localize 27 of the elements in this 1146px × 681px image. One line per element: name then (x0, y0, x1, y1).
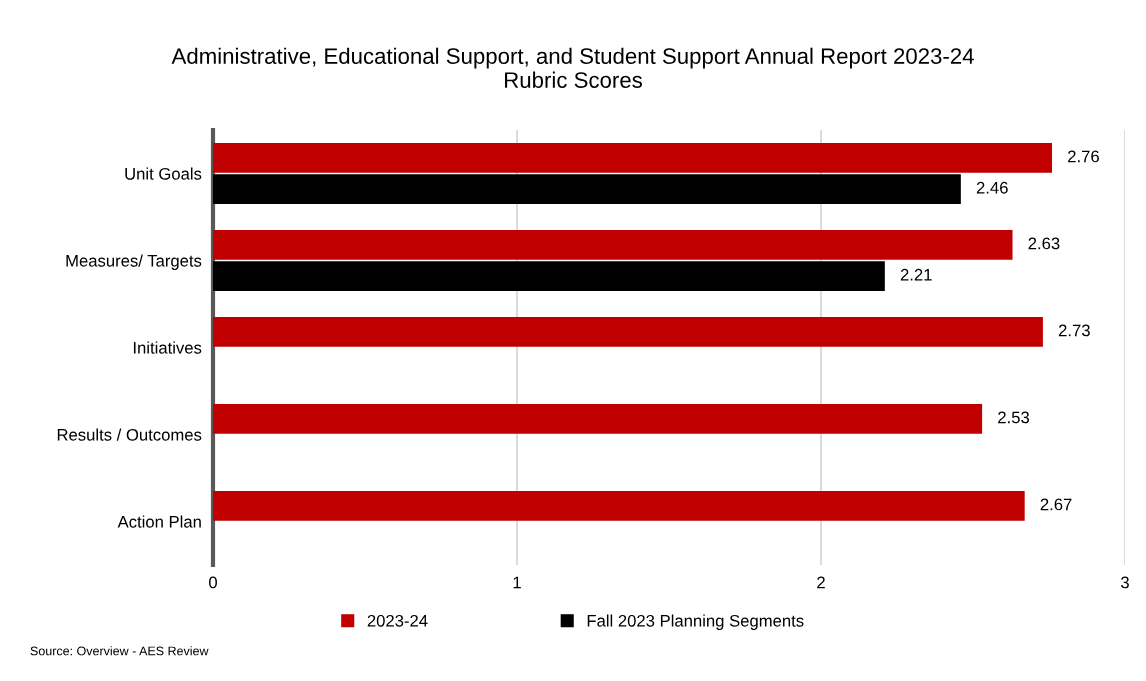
data-label: 2.76 (1068, 150, 1099, 163)
x-tick-label: 1 (513, 576, 521, 589)
data-label: 2.63 (1028, 237, 1060, 250)
data-label: 2.21 (900, 268, 932, 281)
legend-label: Fall 2023 Planning Segments (587, 614, 804, 630)
chart-title: Administrative, Educational Support, and Student Support Annual Report 2023-24 Rubric Scores (171, 47, 974, 88)
bar (213, 403, 983, 434)
bar (213, 261, 885, 292)
y-tick-label: Measures/ Targets (66, 254, 202, 270)
bar (213, 229, 1013, 260)
y-tick-label: Results / Outcomes (57, 428, 202, 441)
bar (213, 174, 961, 205)
legend-label: 2023-24 (367, 614, 428, 627)
bar (213, 490, 1025, 521)
y-tick-label: Unit Goals (125, 167, 202, 180)
data-label: 2.46 (976, 181, 1008, 194)
y-tick-label: Action Plan (117, 515, 201, 528)
bar (213, 142, 1053, 173)
data-label: 2.73 (1058, 324, 1090, 337)
x-tick-label: 3 (1121, 576, 1129, 589)
x-tick-label: 2 (817, 576, 825, 589)
data-label: 2.67 (1040, 498, 1072, 511)
bar (213, 316, 1043, 347)
y-tick-label: Initiatives (133, 341, 202, 354)
source-note: Source: Overview - AES Review (30, 646, 209, 656)
x-tick-label: 0 (209, 576, 217, 589)
data-label: 2.53 (998, 411, 1030, 424)
